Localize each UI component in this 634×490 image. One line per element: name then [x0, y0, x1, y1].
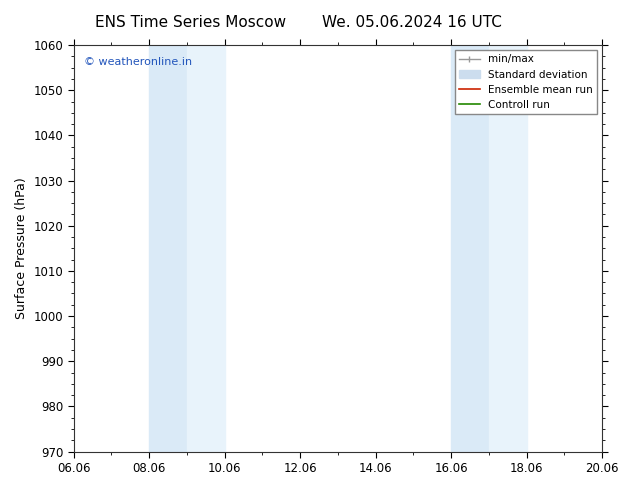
- Text: We. 05.06.2024 16 UTC: We. 05.06.2024 16 UTC: [322, 15, 502, 30]
- Bar: [489, 45, 527, 452]
- Bar: [149, 45, 187, 452]
- Bar: [451, 45, 489, 452]
- Legend: min/max, Standard deviation, Ensemble mean run, Controll run: min/max, Standard deviation, Ensemble me…: [455, 50, 597, 114]
- Text: ENS Time Series Moscow: ENS Time Series Moscow: [94, 15, 286, 30]
- Text: © weatheronline.in: © weatheronline.in: [84, 57, 192, 67]
- Y-axis label: Surface Pressure (hPa): Surface Pressure (hPa): [15, 177, 28, 319]
- Bar: [187, 45, 224, 452]
